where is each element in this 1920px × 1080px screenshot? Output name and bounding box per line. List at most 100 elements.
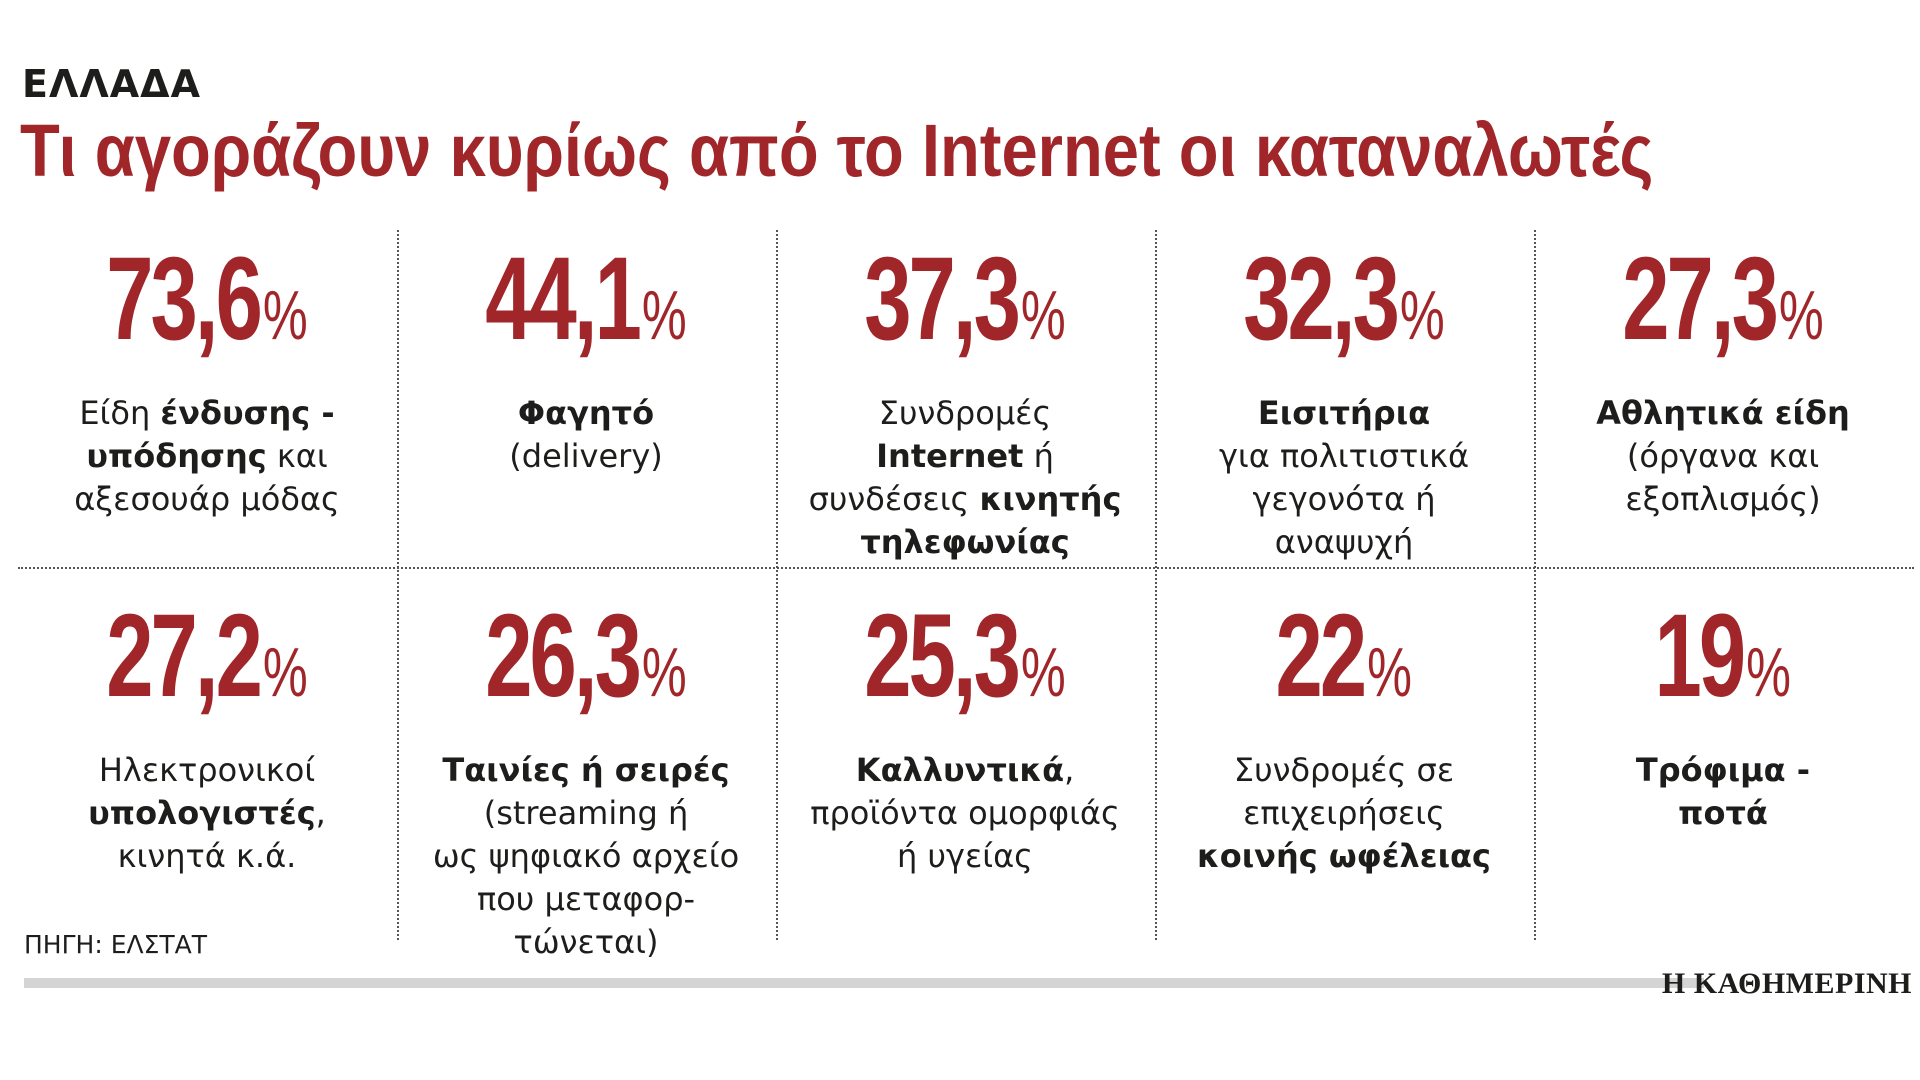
- label-line: ως ψηφιακό αρχείο: [405, 835, 767, 878]
- stat-number: 25,3: [864, 590, 1021, 722]
- stat-number: 19: [1654, 590, 1747, 722]
- column-divider: [1534, 230, 1536, 940]
- stat-number: 37,3: [864, 233, 1021, 365]
- label-line: γεγονότα ή: [1163, 478, 1525, 521]
- label-bold-text: τηλεφωνίας: [860, 523, 1070, 561]
- label-text: αξεσουάρ μόδας: [74, 480, 340, 518]
- label-text: τώνεται): [513, 923, 659, 961]
- label-bold-text: Αθλητικά είδη: [1596, 394, 1850, 432]
- label-line: Internet ή: [784, 435, 1146, 478]
- stat-card: 73,6% Είδη ένδυσης - υπόδησης και αξεσουάρ …: [18, 240, 396, 521]
- label-text: Είδη: [79, 394, 161, 432]
- stat-number: 27,3: [1622, 233, 1779, 365]
- label-line: Ταινίες ή σειρές: [405, 749, 767, 792]
- stat-number: 27,2: [106, 590, 263, 722]
- label-line: (streaming ή: [405, 792, 767, 835]
- label-text: ως ψηφιακό αρχείο: [432, 837, 740, 875]
- label-line: Συνδρομές: [784, 392, 1146, 435]
- stat-card: 27,3% Αθλητικά είδη (όργανα και εξοπλισμός): [1534, 240, 1912, 521]
- stat-label: Καλλυντικά, προϊόντα ομορφιάς ή υγείας: [776, 749, 1154, 878]
- label-bold-text: Τρόφιμα -: [1635, 751, 1811, 789]
- stat-number: 22: [1275, 590, 1368, 722]
- label-line: τηλεφωνίας: [784, 521, 1146, 564]
- label-line: τώνεται): [405, 921, 767, 964]
- stat-value: 37,3%: [864, 240, 1066, 358]
- label-bold-text: Καλλυντικά: [855, 751, 1065, 789]
- percent-sign: %: [1020, 276, 1066, 354]
- stat-value: 32,3%: [1243, 240, 1445, 358]
- label-line: που μεταφορ-: [405, 878, 767, 921]
- stat-card: 44,1% Φαγητό (delivery): [397, 240, 775, 478]
- label-bold-text: κοινής ωφέλειας: [1196, 837, 1491, 875]
- label-line: Φαγητό: [405, 392, 767, 435]
- stat-value: 19%: [1655, 597, 1791, 715]
- stat-label: Εισιτήρια για πολιτιστικά γεγονότα ή αναψυχ…: [1155, 392, 1533, 564]
- label-line: προϊόντα ομορφιάς: [784, 792, 1146, 835]
- stat-value: 44,1%: [485, 240, 687, 358]
- label-text: γεγονότα ή: [1252, 480, 1436, 518]
- column-divider: [776, 230, 778, 940]
- stat-value: 25,3%: [864, 597, 1066, 715]
- column-divider: [397, 230, 399, 940]
- stat-label: Συνδρομές Internet ή συνδέσεις κινητής τηλε…: [776, 392, 1154, 564]
- stat-card: 32,3% Εισιτήρια για πολιτιστικά γεγονότα ή α…: [1155, 240, 1533, 564]
- stat-label: Ταινίες ή σειρές (streaming ή ως ψηφιακό α…: [397, 749, 775, 964]
- percent-sign: %: [641, 276, 687, 354]
- section-kicker: ΕΛΛΑΔΑ: [22, 62, 202, 106]
- label-text: ,: [315, 794, 326, 832]
- percent-sign: %: [262, 276, 308, 354]
- stat-number: 73,6: [106, 233, 263, 365]
- stat-label: Φαγητό (delivery): [397, 392, 775, 478]
- column-divider: [1155, 230, 1157, 940]
- stat-value: 73,6%: [106, 240, 308, 358]
- label-line: για πολιτιστικά: [1163, 435, 1525, 478]
- label-text: εξοπλισμός): [1625, 480, 1821, 518]
- footer-rule: [24, 978, 1704, 988]
- percent-sign: %: [1367, 633, 1413, 711]
- label-line: Εισιτήρια: [1163, 392, 1525, 435]
- label-line: Είδη ένδυσης -: [26, 392, 388, 435]
- label-line: αναψυχή: [1163, 521, 1525, 564]
- label-line: Ηλεκτρονικοί: [26, 749, 388, 792]
- stat-card: 37,3% Συνδρομές Internet ή συνδέσεις κινητή…: [776, 240, 1154, 564]
- stat-label: Συνδρομές σε επιχειρήσεις κοινής ωφέλειας: [1155, 749, 1533, 878]
- label-text: επιχειρήσεις: [1243, 794, 1445, 832]
- label-line: συνδέσεις κινητής: [784, 478, 1146, 521]
- label-text: αναψυχή: [1274, 523, 1414, 561]
- percent-sign: %: [641, 633, 687, 711]
- label-bold-text: ποτά: [1678, 794, 1768, 832]
- stat-card: 27,2% Ηλεκτρονικοί υπολογιστές, κινητά κ.ά.: [18, 597, 396, 878]
- row-divider: [18, 567, 1914, 569]
- label-text: (streaming ή: [483, 794, 689, 832]
- stat-value: 26,3%: [485, 597, 687, 715]
- stat-value: 27,2%: [106, 597, 308, 715]
- publisher-logo: Η ΚΑΘΗΜΕΡΙΝΗ: [1661, 967, 1912, 1000]
- stat-number: 26,3: [485, 590, 642, 722]
- label-text: για πολιτιστικά: [1218, 437, 1470, 475]
- label-bold-text: υπόδησης: [86, 437, 267, 475]
- percent-sign: %: [1746, 633, 1792, 711]
- percent-sign: %: [1778, 276, 1824, 354]
- label-text: (όργανα και: [1626, 437, 1820, 475]
- percent-sign: %: [262, 633, 308, 711]
- label-text: ή υγείας: [897, 837, 1033, 875]
- percent-sign: %: [1020, 633, 1066, 711]
- stat-label: Αθλητικά είδη (όργανα και εξοπλισμός): [1534, 392, 1912, 521]
- label-line: ή υγείας: [784, 835, 1146, 878]
- label-text: Ηλεκτρονικοί: [98, 751, 316, 789]
- label-line: υπόδησης και: [26, 435, 388, 478]
- label-text: κινητά κ.ά.: [117, 837, 297, 875]
- label-bold-text: Internet: [876, 437, 1024, 475]
- label-line: (όργανα και: [1542, 435, 1904, 478]
- label-bold-text: κινητής: [979, 480, 1122, 518]
- label-bold-text: υπολογιστές: [88, 794, 316, 832]
- stat-card: 26,3% Ταινίες ή σειρές (streaming ή ως ψηφι…: [397, 597, 775, 964]
- stat-label: Ηλεκτρονικοί υπολογιστές, κινητά κ.ά.: [18, 749, 396, 878]
- label-text: Συνδρομές σε: [1233, 751, 1455, 789]
- stat-value: 27,3%: [1622, 240, 1824, 358]
- stat-label: Τρόφιμα - ποτά: [1534, 749, 1912, 835]
- label-line: Τρόφιμα -: [1542, 749, 1904, 792]
- stat-card: 25,3% Καλλυντικά, προϊόντα ομορφιάς ή υγεία…: [776, 597, 1154, 878]
- label-text: Συνδρομές: [878, 394, 1052, 432]
- stat-card: 22% Συνδρομές σε επιχειρήσεις κοινής ωφέλει…: [1155, 597, 1533, 878]
